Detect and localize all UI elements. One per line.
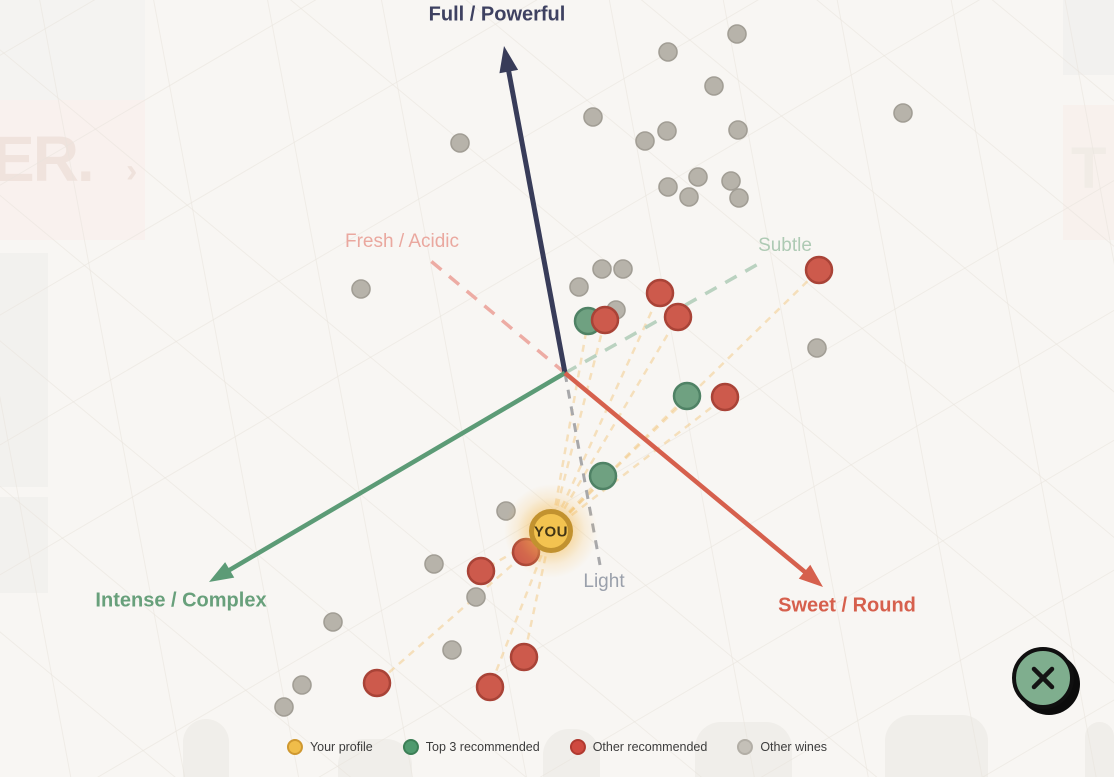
wine-dot[interactable]: [351, 279, 371, 299]
axis-intense-complex: [209, 371, 567, 582]
close-icon: [1031, 666, 1055, 690]
wine-dot[interactable]: [635, 131, 655, 151]
wine-dot[interactable]: [323, 612, 343, 632]
wine-dot[interactable]: [569, 277, 589, 297]
wine-dot[interactable]: [710, 382, 740, 412]
wine-dot[interactable]: [688, 167, 708, 187]
wine-dot[interactable]: [450, 133, 470, 153]
you-dot: [529, 509, 573, 553]
wine-dot[interactable]: [590, 305, 620, 335]
wine-dot[interactable]: [592, 259, 612, 279]
wine-dot[interactable]: [807, 338, 827, 358]
wine-dot[interactable]: [442, 640, 462, 660]
axis-subtle: [564, 261, 761, 375]
you-label: YOU: [534, 524, 568, 541]
wine-dot[interactable]: [424, 554, 444, 574]
wine-dot[interactable]: [658, 42, 678, 62]
axis-fresh-acidic: [424, 255, 567, 375]
wine-dot[interactable]: [509, 642, 539, 672]
wine-dot[interactable]: [292, 675, 312, 695]
wine-dot[interactable]: [466, 587, 486, 607]
legend-swatch-your-profile: [286, 739, 303, 755]
axis-arrowhead-intense-complex: [209, 562, 235, 582]
axis-sweet-round: [563, 371, 823, 587]
legend-item-other-wines: Other wines: [737, 739, 827, 755]
wine-dot[interactable]: [583, 107, 603, 127]
legend-swatch-top3-recommended: [402, 739, 419, 755]
legend-label: Top 3 recommended: [425, 740, 540, 754]
legend-item-other-recommended: Other recommended: [569, 739, 708, 755]
wine-dot[interactable]: [362, 668, 392, 698]
wine-dot[interactable]: [657, 121, 677, 141]
wine-dot[interactable]: [466, 556, 496, 586]
legend-label: Other wines: [760, 740, 828, 754]
axis-label-intense-complex: Intense / Complex: [95, 589, 267, 612]
wine-dot[interactable]: [672, 381, 702, 411]
axis-full-powerful: [499, 46, 568, 374]
wine-dot[interactable]: [475, 672, 505, 702]
wine-dot[interactable]: [704, 76, 724, 96]
wine-dot[interactable]: [588, 461, 618, 491]
series-other-wines: [274, 24, 913, 717]
axis-label-sweet-round: Sweet / Round: [778, 594, 916, 617]
axis-arrowhead-sweet-round: [798, 564, 823, 587]
legend-swatch-other-wines: [737, 739, 754, 755]
wine-dot[interactable]: [804, 255, 834, 285]
you-marker[interactable]: YOU: [504, 484, 598, 578]
wine-dot[interactable]: [893, 103, 913, 123]
wine-dot[interactable]: [721, 171, 741, 191]
wine-dot[interactable]: [727, 24, 747, 44]
legend-item-your-profile: Your profile: [286, 739, 373, 755]
axis-label-light: Light: [583, 571, 625, 592]
wine-dot[interactable]: [613, 259, 633, 279]
wine-dot[interactable]: [274, 697, 294, 717]
wine-dot[interactable]: [645, 278, 675, 308]
legend-label: Your profile: [309, 740, 373, 754]
wine-dot[interactable]: [679, 187, 699, 207]
axis-label-full-powerful: Full / Powerful: [428, 3, 566, 26]
axis-arrowhead-full-powerful: [499, 46, 519, 74]
wine-dot[interactable]: [728, 120, 748, 140]
legend-swatch-other-recommended: [569, 739, 586, 755]
legend: Your profile Top 3 recommended Other rec…: [286, 739, 827, 755]
wine-dot[interactable]: [658, 177, 678, 197]
axis-label-subtle: Subtle: [758, 235, 812, 256]
close-button[interactable]: [1012, 647, 1074, 709]
legend-label: Other recommended: [592, 740, 708, 754]
wine-dot[interactable]: [663, 302, 693, 332]
legend-item-top3-recommended: Top 3 recommended: [402, 739, 540, 755]
axis-label-fresh-acidic: Fresh / Acidic: [344, 231, 460, 252]
wine-dot[interactable]: [729, 188, 749, 208]
